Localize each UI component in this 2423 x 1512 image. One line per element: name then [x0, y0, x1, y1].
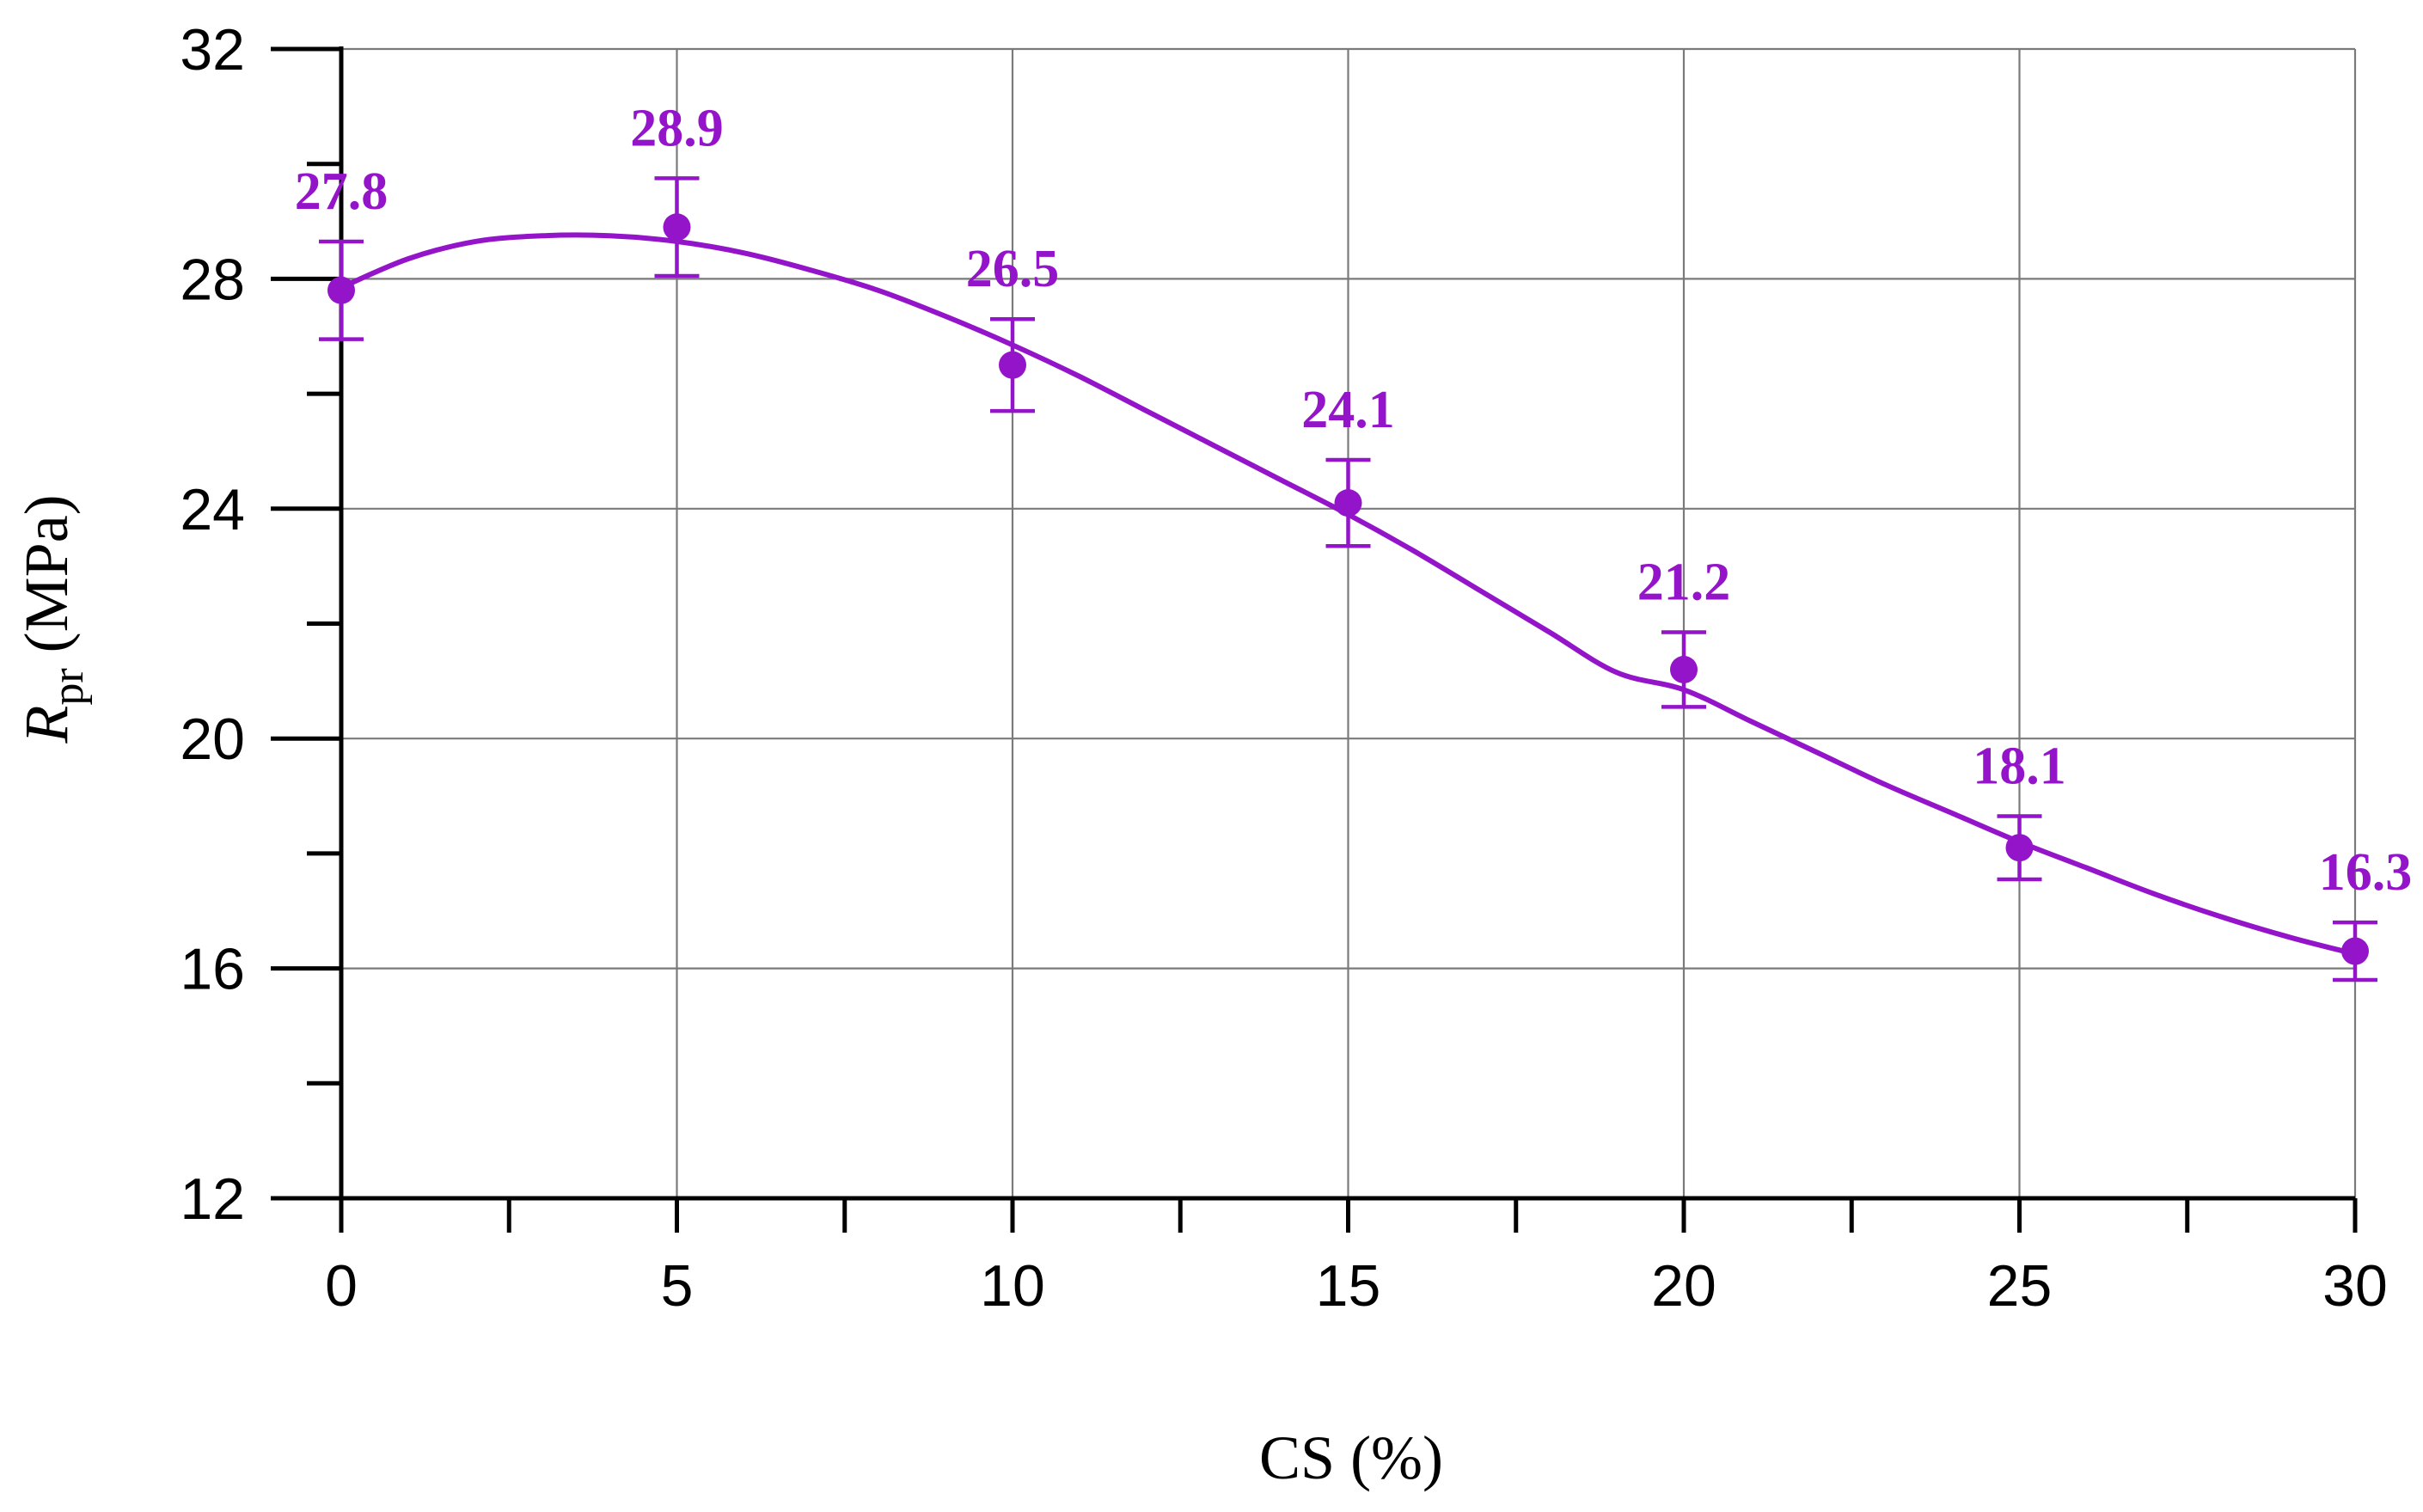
data-points — [327, 213, 2369, 965]
data-point — [1670, 655, 1698, 683]
data-label: 21.2 — [1637, 554, 1731, 612]
x-tick-label: 0 — [325, 1253, 358, 1319]
y-tick-label: 12 — [180, 1166, 245, 1232]
y-tick-label: 16 — [180, 937, 245, 1002]
y-tick-label: 32 — [180, 17, 245, 83]
data-point — [2341, 937, 2369, 965]
y-axis-subscript: pr — [44, 668, 93, 705]
data-label: 28.9 — [630, 99, 724, 157]
x-tick-label: 15 — [1316, 1253, 1381, 1319]
tick-marks — [271, 46, 2358, 1233]
y-tick-label: 20 — [180, 707, 245, 772]
x-tick-label: 5 — [661, 1253, 694, 1319]
x-tick-label: 20 — [1651, 1253, 1716, 1319]
data-point — [663, 213, 691, 242]
y-tick-label: 28 — [180, 247, 245, 312]
data-label: 16.3 — [2319, 843, 2413, 902]
x-tick-label: 25 — [1987, 1253, 2053, 1319]
data-point — [327, 276, 355, 304]
data-point — [999, 351, 1026, 379]
y-axis-symbol: R — [12, 706, 81, 744]
data-label: 18.1 — [1973, 737, 2066, 795]
data-point — [2005, 834, 2034, 862]
x-axis-title: CS (%) — [1259, 1423, 1443, 1492]
y-axis-unit: (MPa) — [12, 494, 81, 668]
x-tick-label: 10 — [980, 1253, 1045, 1319]
data-labels: 27.8 28.9 26.5 24.1 21.2 18.1 16.3 — [295, 99, 2413, 902]
x-tick-label: 30 — [2322, 1253, 2388, 1319]
tick-labels: 0 5 10 15 20 25 30 12 16 20 24 28 32 — [180, 17, 2387, 1319]
data-label: 24.1 — [1301, 381, 1395, 439]
grid — [341, 47, 2357, 1198]
data-label: 27.8 — [295, 162, 389, 221]
y-tick-label: 24 — [180, 477, 245, 542]
y-axis-title: Rpr (MPa) — [12, 494, 93, 744]
data-label: 26.5 — [966, 240, 1060, 298]
data-point — [1334, 489, 1362, 517]
